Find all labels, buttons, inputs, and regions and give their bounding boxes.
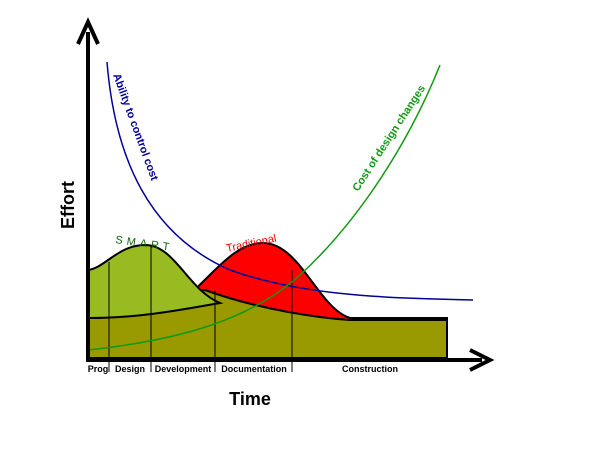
y-label: Effort — [58, 181, 78, 229]
phase-label: Construction — [342, 364, 398, 374]
y-arrow — [76, 17, 100, 45]
phase-label: Development — [155, 364, 212, 374]
smart-area — [87, 243, 224, 320]
phase-label: Design — [115, 364, 145, 374]
cost-curve — [87, 64, 441, 351]
traditional-area — [189, 241, 448, 321]
phase-label: Documentation — [221, 364, 287, 374]
phase-label: Prog — [88, 364, 109, 374]
x-label: Time — [229, 389, 271, 409]
ability-curve — [106, 61, 474, 301]
x-arrow — [469, 348, 495, 372]
